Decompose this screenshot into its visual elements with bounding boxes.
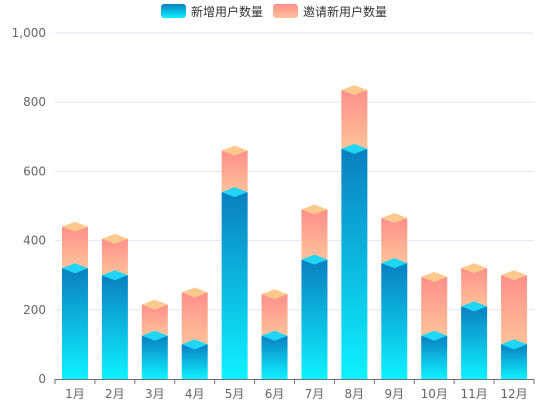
bar-segment[interactable] [461,306,488,379]
bar-group[interactable] [181,287,208,380]
y-tick-label: 400 [23,234,46,248]
bar-segment[interactable] [501,344,528,379]
x-tick-label: 11月 [460,387,487,401]
bar-group[interactable] [221,145,248,379]
bar-cap [181,287,208,298]
bar-cap [221,145,248,156]
bar-cap [381,213,408,224]
bar-group[interactable] [261,289,288,379]
bar-group[interactable] [461,263,488,379]
bar-segment[interactable] [381,218,408,264]
bar-cap [141,330,168,341]
x-tick-label: 8月 [345,387,365,401]
bar-cap [501,270,528,281]
bar-segment[interactable] [61,226,88,269]
legend-item-invited-users[interactable]: 邀请新用户数量 [273,4,387,19]
bar-cap [301,204,328,215]
bar-segment[interactable] [421,276,448,336]
bar-cap [61,221,88,232]
bar-segment[interactable] [501,275,528,345]
bar-cap [141,299,168,310]
bar-group[interactable] [421,271,448,379]
bar-segment[interactable] [141,304,168,336]
x-tick-label: 3月 [145,387,165,401]
bar-cap [221,187,248,198]
bar-cap [461,263,488,274]
bar-group[interactable] [141,299,168,379]
bar-cap [381,258,408,269]
x-tick-label: 12月 [500,387,527,401]
bar-segment[interactable] [261,335,288,379]
bar-cap [301,254,328,265]
legend-swatch-new-users [161,4,186,18]
bar-segment[interactable] [421,335,448,379]
bar-segment[interactable] [221,150,248,193]
bar-segment[interactable] [61,268,88,379]
y-tick-label: 200 [23,303,46,317]
legend-label-invited-users: 邀请新用户数量 [303,4,387,19]
y-tick-label: 0 [38,372,46,386]
bar-segment[interactable] [181,292,208,345]
bar-segment[interactable] [381,263,408,379]
x-axis: 1月 2月 3月 4月 5月 6月 7月 8月 9月 10月 11月 12月 [54,379,535,401]
bars [61,85,528,380]
x-tick-label: 9月 [384,387,404,401]
legend-label-new-users: 新增用户数量 [191,4,263,19]
x-tick-label: 7月 [305,387,325,401]
bar-cap [421,330,448,341]
bar-group[interactable] [501,270,528,379]
bar-cap [461,301,488,312]
bar-group[interactable] [301,204,328,379]
bar-cap [101,233,128,244]
bar-group[interactable] [381,213,408,379]
y-tick-label: 600 [23,164,46,178]
bar-segment[interactable] [261,294,288,336]
x-tick-label: 1月 [65,387,85,401]
x-tick-label: 4月 [185,387,205,401]
bar-group[interactable] [61,221,88,379]
bar-segment[interactable] [301,209,328,260]
bar-group[interactable] [101,233,128,379]
bar-segment[interactable] [461,268,488,307]
bar-cap [61,263,88,274]
bar-segment[interactable] [101,275,128,379]
x-tick-label: 10月 [421,387,448,401]
bar-cap [261,289,288,300]
legend-swatch-invited-users [273,4,298,18]
bar-cap [101,270,128,281]
bar-segment[interactable] [301,259,328,379]
bar-cap [501,339,528,350]
bar-cap [341,143,368,154]
bar-cap [181,339,208,350]
y-axis-tick-labels: 0 200 400 600 800 1,000 [12,26,46,386]
x-tick-label: 6月 [265,387,285,401]
grid-lines [55,32,534,311]
bar-segment[interactable] [141,335,168,379]
y-tick-label: 800 [23,95,46,109]
bar-group[interactable] [341,85,368,379]
bar-segment[interactable] [341,148,368,379]
x-tick-label: 2月 [105,387,125,401]
bar-segment[interactable] [221,192,248,379]
legend[interactable]: 新增用户数量 邀请新用户数量 [161,4,387,19]
x-tick-label: 5月 [225,387,245,401]
bar-segment[interactable] [341,90,368,149]
bar-segment[interactable] [101,238,128,276]
bar-cap [261,330,288,341]
y-tick-label: 1,000 [12,26,46,40]
bar-cap [421,271,448,282]
bar-segment[interactable] [181,344,208,379]
legend-item-new-users[interactable]: 新增用户数量 [161,4,263,19]
bar-cap [341,85,368,96]
